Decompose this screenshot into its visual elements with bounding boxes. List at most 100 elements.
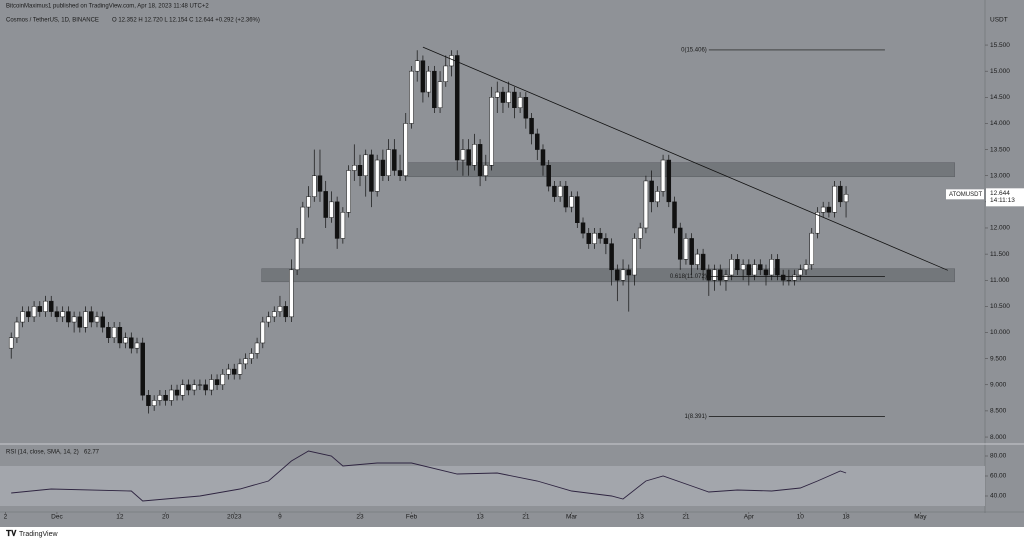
candle: [655, 186, 660, 208]
candle-body: [37, 306, 43, 312]
candle: [432, 65, 437, 113]
candle-body: [820, 206, 826, 213]
x-tick-label: 18: [842, 514, 850, 521]
candle-body: [323, 191, 328, 218]
candle: [151, 395, 157, 411]
candle: [37, 301, 43, 317]
candle-body: [472, 144, 477, 166]
y-tick-label: 14.000: [990, 120, 1010, 127]
candle-body: [735, 259, 740, 271]
candle-body: [249, 353, 254, 359]
candle: [466, 139, 471, 176]
candle-body: [838, 185, 843, 203]
y-tick-label: 11.500: [990, 251, 1010, 258]
candle: [306, 186, 311, 218]
candle-body: [786, 279, 792, 282]
x-tick-label: 21: [682, 514, 690, 521]
candle: [157, 390, 163, 406]
footer-logo: 𝐓𝐕: [6, 529, 17, 538]
candle-body: [746, 264, 752, 276]
candle: [826, 201, 832, 218]
candle-body: [43, 300, 48, 312]
candle-body: [414, 60, 420, 72]
candle-body: [306, 196, 311, 208]
candle: [792, 269, 797, 286]
candle-body: [117, 327, 123, 344]
candle: [260, 316, 266, 349]
candle-body: [580, 222, 586, 234]
candle-body: [392, 149, 397, 171]
candle: [106, 322, 111, 343]
candle-body: [449, 55, 454, 67]
candle: [363, 149, 368, 197]
candle-body: [718, 269, 723, 281]
candle-body: [843, 194, 849, 203]
x-tick-label: 13: [637, 514, 645, 521]
candle: [500, 86, 506, 113]
candle-body: [712, 269, 717, 281]
candle: [615, 264, 620, 302]
candle-body: [317, 175, 323, 192]
candle-body: [815, 212, 820, 234]
candle-body: [369, 154, 374, 192]
x-tick-label: 12: [116, 514, 124, 521]
candle-body: [426, 70, 431, 93]
candle: [8, 332, 14, 359]
candle: [506, 81, 511, 108]
trendline: [422, 46, 948, 271]
candle: [317, 149, 323, 202]
candle-body: [214, 379, 220, 386]
candle-body: [740, 264, 746, 271]
candle-body: [672, 201, 677, 229]
candle: [174, 384, 180, 401]
candle-body: [798, 269, 803, 276]
candle-body: [666, 159, 672, 203]
candle: [312, 149, 317, 202]
candle: [20, 306, 25, 328]
candle: [763, 264, 769, 286]
candle: [426, 65, 431, 98]
candle: [186, 379, 191, 396]
candle-body: [106, 327, 111, 338]
rsi-tick-label: 60.00: [990, 473, 1007, 480]
candle: [637, 222, 643, 249]
candle: [340, 207, 346, 244]
x-tick-label: 2: [4, 514, 8, 521]
candle: [146, 390, 151, 414]
candle-body: [763, 269, 769, 276]
candle: [746, 259, 752, 286]
candle-body: [14, 321, 20, 338]
candle: [197, 379, 203, 391]
candle: [380, 149, 386, 181]
candle: [203, 379, 208, 396]
candle: [323, 180, 328, 228]
candle: [786, 269, 792, 286]
candle: [254, 337, 260, 359]
candle-body: [443, 65, 449, 82]
candle-body: [380, 159, 386, 176]
candle-body: [775, 259, 780, 276]
zone: [261, 268, 955, 283]
candle-body: [169, 389, 174, 401]
candle-body: [409, 70, 414, 124]
candle: [226, 363, 231, 380]
candle: [580, 217, 586, 239]
candle: [672, 196, 677, 234]
candle-body: [374, 159, 380, 192]
candle: [83, 306, 88, 333]
candle-body: [386, 149, 391, 176]
candle: [14, 316, 20, 343]
candle-body: [352, 165, 357, 171]
candle: [815, 207, 820, 239]
candle: [700, 248, 706, 281]
candle: [77, 311, 83, 333]
fib-label: 1(8.391): [684, 414, 706, 420]
candle: [403, 112, 409, 181]
candle-body: [180, 384, 186, 396]
candle-body: [466, 149, 471, 166]
candle-body: [243, 358, 248, 365]
candle: [494, 81, 500, 113]
y-tick-label: 15.500: [990, 42, 1010, 49]
candle: [231, 363, 237, 380]
candle-body: [826, 206, 832, 213]
